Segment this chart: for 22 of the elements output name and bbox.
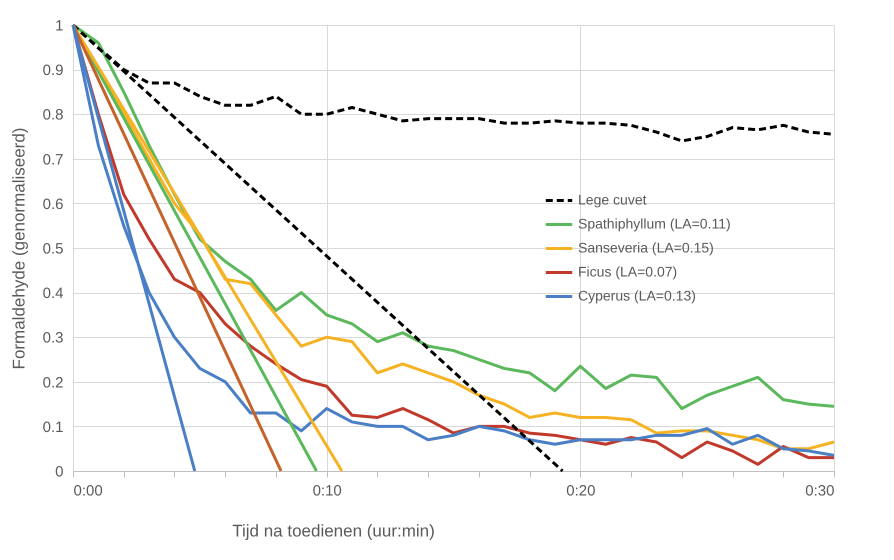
- x-axis-title: Tijd na toedienen (uur:min): [232, 522, 435, 540]
- legend-label: Lege cuvet: [578, 192, 647, 208]
- x-tick-label: 0:00: [74, 482, 103, 500]
- legend-label: Sanseveria (LA=0.15): [578, 240, 714, 256]
- y-tick-label: 0: [55, 464, 64, 480]
- x-tick-label: 0:30: [805, 482, 834, 500]
- legend-label: Cyperus (LA=0.13): [578, 288, 696, 304]
- y-axis-title: Formaldehyde (genormaliseerd): [10, 128, 29, 370]
- y-tick-label: 0.2: [42, 374, 64, 392]
- y-tick-label: 0.4: [42, 285, 64, 302]
- y-tick-label: 0.7: [42, 151, 64, 168]
- y-tick-label: 0.6: [42, 196, 64, 213]
- y-tick-label: 0.3: [42, 330, 64, 347]
- y-tick-label: 0.9: [42, 62, 64, 80]
- y-tick-label: 0.5: [42, 240, 64, 258]
- legend-label: Spathiphyllum (LA=0.11): [578, 216, 731, 232]
- y-tick-label: 0.8: [42, 106, 64, 124]
- x-tick-label: 0:10: [312, 482, 342, 500]
- y-tick-label: 1: [55, 18, 64, 34]
- legend-label: Ficus (LA=0.07): [578, 264, 678, 280]
- x-tick-label: 0:20: [566, 482, 596, 500]
- y-tick-label: 0.1: [42, 418, 64, 436]
